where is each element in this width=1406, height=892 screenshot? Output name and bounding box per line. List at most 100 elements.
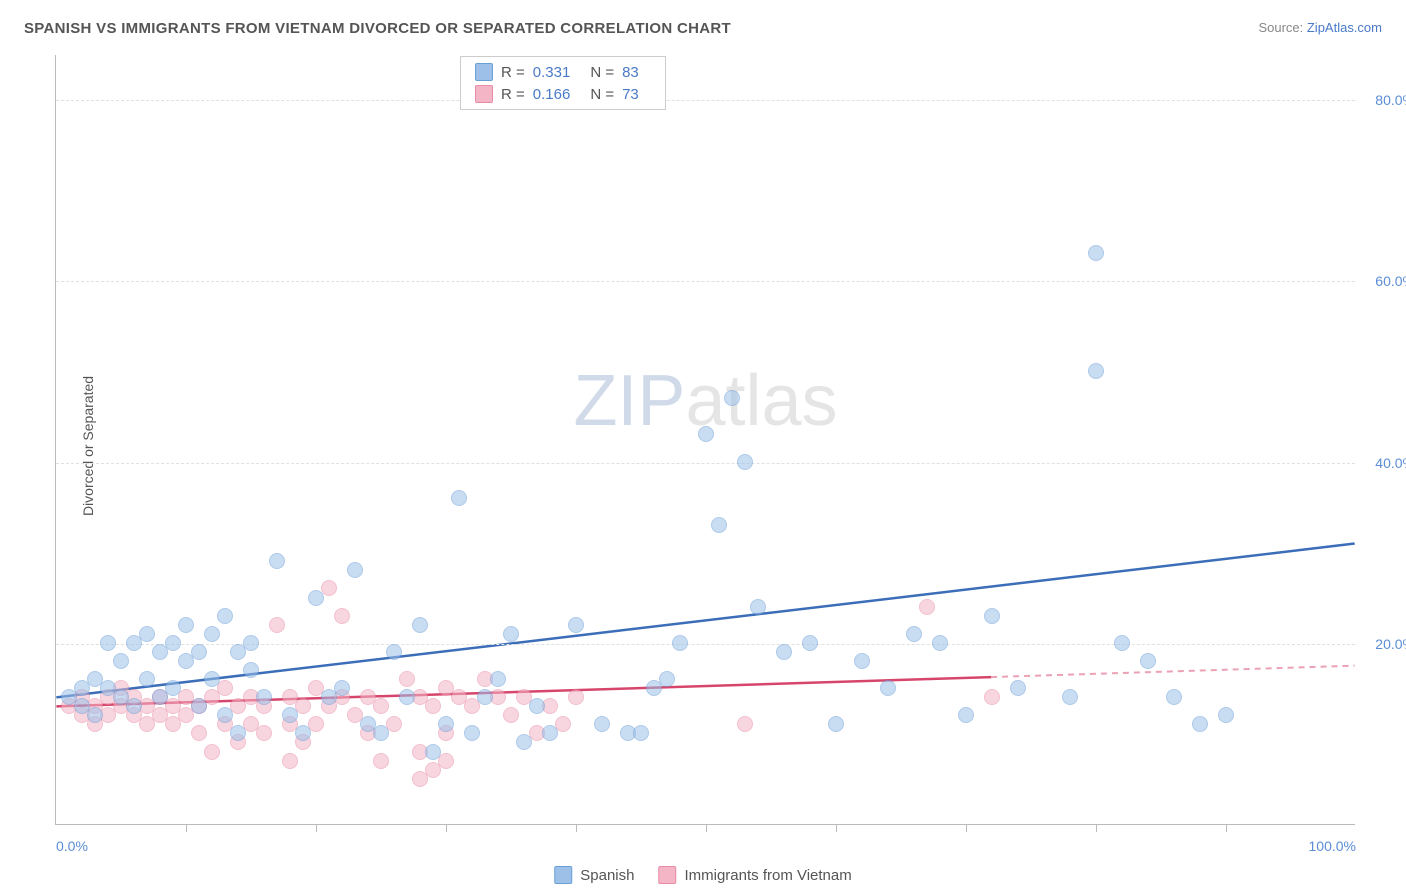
data-point xyxy=(425,698,441,714)
data-point xyxy=(737,716,753,732)
data-point xyxy=(672,635,688,651)
legend-swatch xyxy=(658,866,676,884)
data-point xyxy=(1088,363,1104,379)
n-value: 83 xyxy=(622,64,639,81)
data-point xyxy=(698,426,714,442)
data-point xyxy=(425,744,441,760)
data-point xyxy=(373,698,389,714)
data-point xyxy=(1192,716,1208,732)
source-link[interactable]: ZipAtlas.com xyxy=(1307,20,1382,35)
legend-label: Immigrants from Vietnam xyxy=(684,867,851,884)
data-point xyxy=(126,698,142,714)
data-point xyxy=(139,671,155,687)
data-point xyxy=(230,725,246,741)
data-point xyxy=(113,653,129,669)
y-tick-label: 60.0% xyxy=(1375,273,1406,289)
data-point xyxy=(438,753,454,769)
data-point xyxy=(932,635,948,651)
data-point xyxy=(529,698,545,714)
data-point xyxy=(217,707,233,723)
data-point xyxy=(464,725,480,741)
data-point xyxy=(1140,653,1156,669)
data-point xyxy=(243,635,259,651)
data-point xyxy=(217,680,233,696)
data-point xyxy=(568,617,584,633)
data-point xyxy=(802,635,818,651)
data-point xyxy=(737,454,753,470)
data-point xyxy=(165,680,181,696)
data-point xyxy=(373,725,389,741)
data-point xyxy=(256,725,272,741)
data-point xyxy=(906,626,922,642)
series-legend: Spanish Immigrants from Vietnam xyxy=(554,866,852,884)
correlation-legend: R = 0.331N = 83R = 0.166N = 73 xyxy=(460,56,666,110)
data-point xyxy=(750,599,766,615)
data-point xyxy=(295,725,311,741)
data-point xyxy=(204,626,220,642)
legend-swatch xyxy=(554,866,572,884)
data-point xyxy=(191,698,207,714)
data-point xyxy=(984,608,1000,624)
legend-item: Immigrants from Vietnam xyxy=(658,866,851,884)
data-point xyxy=(1010,680,1026,696)
data-point xyxy=(1114,635,1130,651)
x-tick xyxy=(446,824,447,832)
data-point xyxy=(178,617,194,633)
data-point xyxy=(1088,245,1104,261)
x-tick xyxy=(1226,824,1227,832)
data-point xyxy=(282,753,298,769)
data-point xyxy=(165,635,181,651)
data-point xyxy=(828,716,844,732)
data-point xyxy=(282,707,298,723)
data-point xyxy=(477,689,493,705)
legend-swatch xyxy=(475,63,493,81)
n-value: 73 xyxy=(622,86,639,103)
x-tick-label: 100.0% xyxy=(1309,838,1356,854)
data-point xyxy=(308,590,324,606)
correlation-chart: SPANISH VS IMMIGRANTS FROM VIETNAM DIVOR… xyxy=(0,0,1406,892)
plot-area: ZIPatlas 20.0%40.0%60.0%80.0%0.0%100.0% xyxy=(55,55,1355,825)
data-point xyxy=(1218,707,1234,723)
data-point xyxy=(633,725,649,741)
data-point xyxy=(503,626,519,642)
data-point xyxy=(191,644,207,660)
x-tick xyxy=(706,824,707,832)
data-point xyxy=(568,689,584,705)
data-point xyxy=(256,689,272,705)
data-point xyxy=(919,599,935,615)
data-point xyxy=(1062,689,1078,705)
data-point xyxy=(880,680,896,696)
data-point xyxy=(711,517,727,533)
data-point xyxy=(217,608,233,624)
legend-row: R = 0.166N = 73 xyxy=(475,83,651,105)
data-point xyxy=(204,744,220,760)
y-tick-label: 40.0% xyxy=(1375,455,1406,471)
data-point xyxy=(243,662,259,678)
source-attribution: Source: ZipAtlas.com xyxy=(1258,20,1382,35)
gridline xyxy=(56,281,1355,282)
chart-title: SPANISH VS IMMIGRANTS FROM VIETNAM DIVOR… xyxy=(24,20,731,37)
data-point xyxy=(100,635,116,651)
data-point xyxy=(854,653,870,669)
y-tick-label: 80.0% xyxy=(1375,92,1406,108)
legend-swatch xyxy=(475,85,493,103)
data-point xyxy=(87,707,103,723)
data-point xyxy=(724,390,740,406)
legend-label: Spanish xyxy=(580,867,634,884)
gridline xyxy=(56,100,1355,101)
data-point xyxy=(386,644,402,660)
x-tick xyxy=(576,824,577,832)
x-tick xyxy=(316,824,317,832)
data-point xyxy=(191,725,207,741)
data-point xyxy=(542,725,558,741)
gridline xyxy=(56,463,1355,464)
data-point xyxy=(373,753,389,769)
data-point xyxy=(451,490,467,506)
data-point xyxy=(503,707,519,723)
data-point xyxy=(412,617,428,633)
y-tick-label: 20.0% xyxy=(1375,636,1406,652)
data-point xyxy=(334,608,350,624)
data-point xyxy=(659,671,675,687)
data-point xyxy=(1166,689,1182,705)
legend-row: R = 0.331N = 83 xyxy=(475,61,651,83)
